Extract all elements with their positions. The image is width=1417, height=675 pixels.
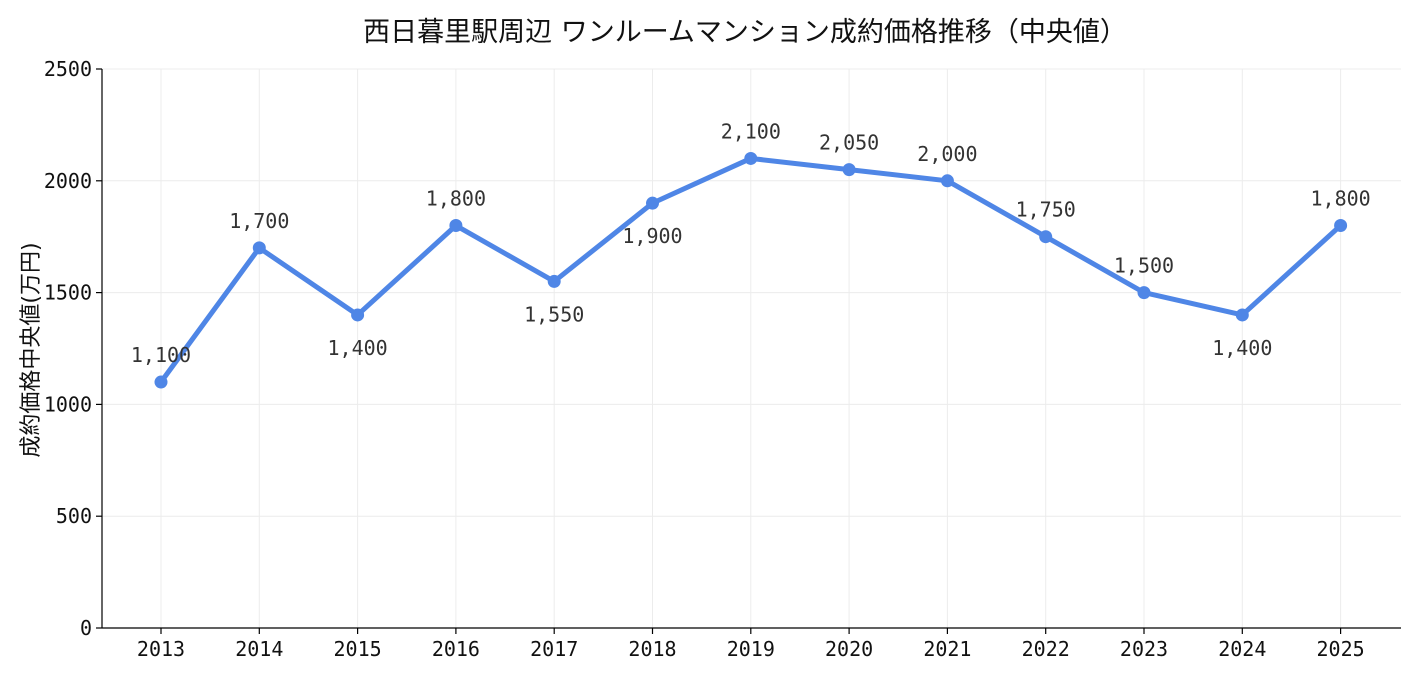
data-label: 2,050 xyxy=(819,131,879,155)
y-tick-label: 0 xyxy=(80,616,92,640)
data-point xyxy=(842,163,856,177)
data-labels: 1,100 1,700 1,400 1,800 1,550 1,900 2,100 2,050… xyxy=(131,119,1371,367)
data-point xyxy=(1039,230,1053,244)
x-tick-label: 2025 xyxy=(1317,637,1365,661)
x-tick-label: 2023 xyxy=(1120,637,1168,661)
x-tick-label: 2015 xyxy=(334,637,382,661)
x-tick-label: 2014 xyxy=(235,637,283,661)
data-point xyxy=(1235,308,1249,322)
data-point xyxy=(1137,286,1151,300)
data-label: 1,750 xyxy=(1016,198,1076,222)
data-label: 1,800 xyxy=(1310,187,1370,211)
data-label: 1,400 xyxy=(327,336,387,360)
data-label: 1,700 xyxy=(229,209,289,233)
y-tick-label: 500 xyxy=(56,504,92,528)
data-point xyxy=(744,151,758,165)
data-label: 2,000 xyxy=(917,142,977,166)
data-point xyxy=(547,274,561,288)
data-point xyxy=(154,375,168,389)
x-tick-label: 2016 xyxy=(432,637,480,661)
y-tick-label: 1000 xyxy=(44,392,92,416)
x-tick-label: 2019 xyxy=(727,637,775,661)
x-tick-label: 2022 xyxy=(1022,637,1070,661)
y-axis-label: 成約価格中央値(万円) xyxy=(19,242,44,457)
axes xyxy=(101,69,1401,629)
data-point xyxy=(449,219,463,233)
chart-title: 西日暮里駅周辺 ワンルームマンション成約価格推移（中央値） xyxy=(363,17,1127,48)
data-point xyxy=(351,308,365,322)
x-tick-label: 2020 xyxy=(825,637,873,661)
x-tick-label: 2018 xyxy=(628,637,676,661)
y-tick-label: 2000 xyxy=(44,169,92,193)
data-label: 1,500 xyxy=(1114,254,1174,278)
data-label: 1,800 xyxy=(426,187,486,211)
y-tick-label: 2500 xyxy=(44,57,92,81)
data-point xyxy=(1334,219,1348,233)
data-label: 2,100 xyxy=(721,119,781,143)
data-point xyxy=(252,241,266,255)
data-point xyxy=(646,196,659,210)
series xyxy=(154,151,1348,389)
grid-lines xyxy=(102,68,1401,629)
x-tick-label: 2021 xyxy=(923,637,971,661)
data-point xyxy=(940,174,954,188)
y-tick-labels: 0 500 1000 1500 2000 2500 xyxy=(44,57,102,640)
x-tick-label: 2017 xyxy=(530,637,578,661)
data-label: 1,400 xyxy=(1212,336,1272,360)
y-tick-label: 1500 xyxy=(44,281,92,305)
x-tick-label: 2013 xyxy=(137,637,185,661)
data-label: 1,100 xyxy=(131,343,191,367)
data-label: 1,900 xyxy=(622,224,682,248)
x-tick-labels: 2013 2014 2015 2016 2017 2018 2019 2020 2021 2022… xyxy=(137,628,1365,661)
x-tick-label: 2024 xyxy=(1218,637,1266,661)
data-label: 1,550 xyxy=(524,302,584,326)
